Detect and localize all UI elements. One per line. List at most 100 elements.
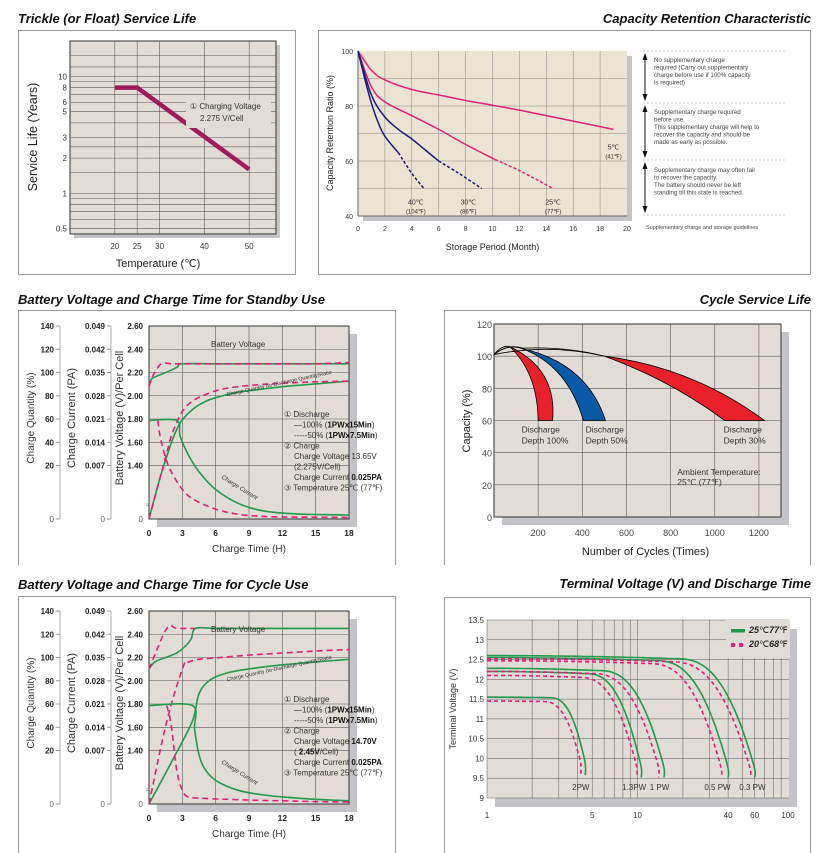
standby-ytick-label: 1.60 [127,438,143,447]
terminal-series-dashed [487,658,752,778]
capacity-series-line [357,50,399,154]
trickle-series-line [114,85,251,172]
cycleuse-series-line [148,648,350,805]
terminal-series-dashed [487,670,660,778]
cycleuse-ylabel-voltage: Battery Voltage (V)/Per Cell [114,636,126,771]
capacity-guideline-note: made as early as possible. [654,139,728,146]
capacity-guideline-note: Supplementary charge may often fail [654,167,755,174]
cycleuse-series-line [148,702,350,802]
cycle-series-label: Depth 100% [522,435,569,445]
terminal-curve-label: 0.3 PW [739,783,766,792]
cycle-xtick-label: 1000 [705,528,725,538]
cycleuse-ytick-label: 0.014 [85,723,106,732]
cycle-xtick-label: 400 [575,528,590,538]
cycle-ytick-label: 40 [482,449,492,459]
cycleuse-ytick-label: 0.035 [85,654,106,663]
capacity-title: Capacity Retention Characteristic [602,11,811,26]
capacity-series-sublabel: (104℉) [406,209,426,215]
capacity-xtick-label: 0 [356,226,360,233]
cycleuse-ytick-label: 0.028 [85,677,106,686]
cycleuse-ytick-label: 1.60 [127,723,143,732]
standby-note: Charge Voltage 13.65V [294,452,377,461]
cycleuse-ytick-label: 0 [101,800,106,809]
capacity-series-line [357,50,496,161]
cycleuse-ytick-label: 1.80 [127,700,143,709]
cycleuse-series-line [148,658,350,805]
capacity-series-dashed [438,160,483,190]
capacity-xtick-label: 8 [464,226,468,233]
trickle-ytick-label: 1 [63,189,68,198]
cycleuse-ytick-label: 0.049 [85,607,106,616]
trickle-ytick-label: 10 [58,72,67,81]
standby-xtick-label: 6 [213,528,218,538]
cycleuse-ytick-label: 0.042 [85,630,106,639]
trickle-annotation-bg [186,100,271,128]
capacity-series-sublabel: (41℉) [605,154,621,160]
capacity-xtick-label: 20 [623,226,631,233]
cycleuse-ytick-label: 2.20 [127,654,143,663]
cycle-series-band [509,346,554,421]
cycle-xtick-label: 1200 [749,528,769,538]
trickle-ytick-label: 2 [63,154,68,163]
standby-ytick-label: 2.60 [127,322,143,331]
standby-ytick-label: 0 [101,515,106,524]
trickle-ytick-label: 0.5 [56,225,68,234]
standby-xtick-label: 9 [247,528,252,538]
standby-ytick-label: 0.049 [85,322,106,331]
cycleuse-ytick-label: 100 [41,654,55,663]
standby-ytick-label: 0.007 [85,462,106,471]
capacity-series-dashed [494,158,554,190]
cycle-series-band [520,347,607,421]
terminal-series-line [486,667,666,778]
trickle-annotation: 2.275 V/Cell [200,114,244,123]
cycle-xtick-label: 200 [531,528,546,538]
terminal-curve-label: 0.5 PW [704,783,731,792]
capacity-guideline-note: No supplementary charge [654,57,725,64]
terminal-xtick-label: 60 [750,811,759,820]
standby-ytick-label: 2.20 [127,369,143,378]
cycleuse-xtick-label: 12 [278,813,288,823]
standby-ytick-label: 40 [45,438,54,447]
standby-series-line [148,380,350,520]
standby-note: ② Charge [284,442,320,451]
cycleuse-ylabel-current: Charge Current (PA) [66,653,78,753]
cycleuse-ytick-label: 20 [45,747,54,756]
cycleuse-title: Battery Voltage and Charge Time for Cycl… [18,577,309,592]
cycleuse-xtick-label: 6 [213,813,218,823]
cycleuse-note: Charge Voltage 14.70V [294,737,377,746]
standby-ytick-label: 0.035 [85,369,106,378]
standby-ytick-label: 0 [139,515,144,524]
trickle-xtick-label: 30 [155,242,164,251]
capacity-series-label: 40℃ [408,199,424,206]
standby-ytick-label: 80 [45,392,54,401]
cycleuse-series-line [166,705,350,803]
cycleuse-ytick-label: 80 [45,677,54,686]
terminal-series-line [486,696,587,776]
standby-series-line [148,361,350,387]
cycleuse-note: ① Discharge [284,695,330,704]
arrow-down-icon [642,151,648,158]
standby-ytick-label: 0 [50,515,55,524]
capacity-series-line [357,50,440,162]
capacity-guideline-note: The battery should never be left [654,182,741,189]
standby-ytick-label: 0.028 [85,392,106,401]
arrow-up-icon [642,53,648,60]
cycleuse-xtick-label: 18 [344,813,354,823]
capacity-xtick-label: 10 [489,226,497,233]
standby-xtick-label: 18 [344,528,354,538]
terminal-series-line [486,656,730,778]
capacity-guideline-note: required (Carry out supplementary [654,65,749,72]
cycleuse-ytick-label: 60 [45,700,54,709]
terminal-series-dashed [487,659,723,778]
trickle-xlabel: Temperature (℃) [116,258,201,270]
standby-xlabel: Charge Time (H) [212,544,286,555]
capacity-ytick-label: 60 [345,159,353,166]
cycleuse-ytick-label: 120 [41,630,55,639]
cycleuse-note: —100% (1PWx15Min) [294,706,375,715]
standby-series-line [157,420,350,519]
standby-ytick-label: 1.80 [127,415,143,424]
cycleuse-ytick-label: 2.40 [127,630,143,639]
standby-xtick-label: 3 [180,528,185,538]
